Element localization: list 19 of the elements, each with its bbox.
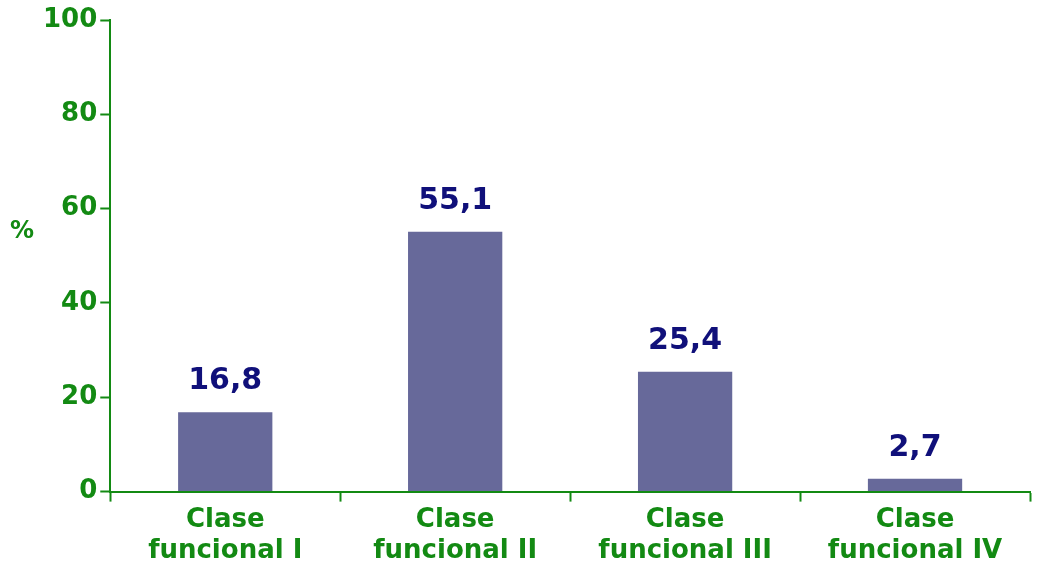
y-tick-label: 40 bbox=[61, 285, 98, 316]
y-tick-label: 0 bbox=[79, 474, 98, 505]
bar bbox=[408, 231, 503, 492]
bar bbox=[637, 371, 733, 492]
data-label: 25,4 bbox=[648, 320, 723, 356]
bar bbox=[867, 478, 963, 492]
y-axis-title: % bbox=[9, 216, 35, 245]
x-tick-label: Clase funcional IV bbox=[827, 502, 1003, 565]
y-tick-label: 100 bbox=[42, 2, 98, 33]
x-tick-label: Clase funcional I bbox=[148, 502, 303, 565]
y-tick-label: 20 bbox=[61, 380, 98, 411]
y-tick-label: 80 bbox=[61, 97, 98, 128]
data-label: 2,7 bbox=[888, 427, 942, 463]
x-tick-label: Clase funcional III bbox=[598, 502, 772, 565]
data-label: 55,1 bbox=[418, 180, 493, 216]
bar bbox=[178, 412, 273, 492]
data-label: 16,8 bbox=[188, 361, 263, 397]
x-tick-label: Clase funcional II bbox=[373, 502, 538, 565]
y-tick-label: 60 bbox=[61, 191, 98, 222]
